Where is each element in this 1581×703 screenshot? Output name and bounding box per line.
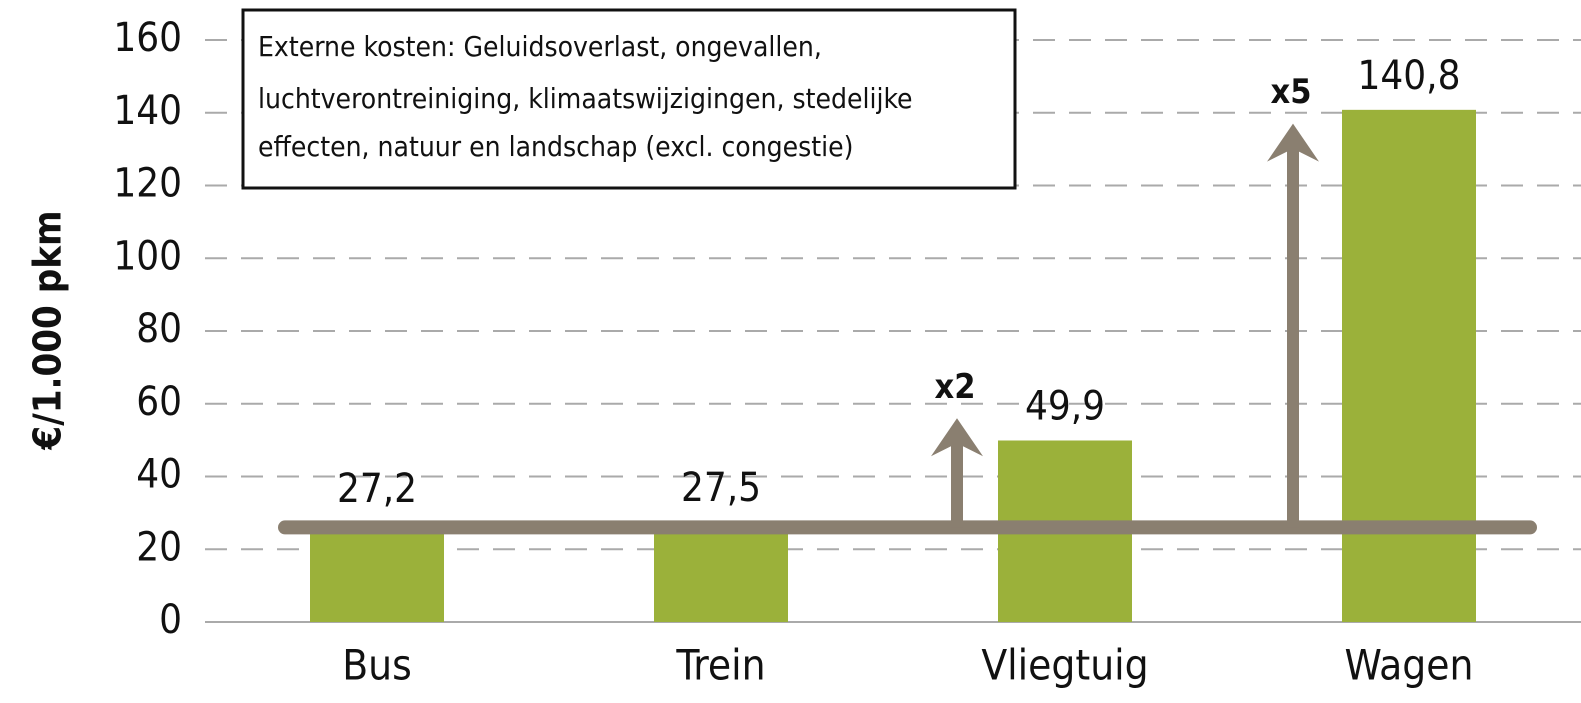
annotation-box bbox=[241, 8, 1017, 190]
y-tick-label: 120 bbox=[113, 161, 182, 207]
y-tick-label: 100 bbox=[113, 233, 182, 279]
value-label: 27,2 bbox=[337, 466, 417, 512]
y-tick-label: 0 bbox=[159, 597, 182, 643]
arrow-label: x5 bbox=[1270, 72, 1311, 112]
bar bbox=[1342, 109, 1476, 623]
y-tick-label: 40 bbox=[136, 452, 182, 498]
annotation-line: Externe kosten: Geluidsoverlast, ongeval… bbox=[258, 30, 822, 63]
value-label: 49,9 bbox=[1025, 383, 1105, 429]
x-tick-label: Vliegtuig bbox=[981, 641, 1148, 690]
bar bbox=[310, 523, 444, 622]
arrow bbox=[1267, 123, 1319, 528]
arrow bbox=[931, 418, 983, 528]
arrow-label: x2 bbox=[934, 367, 975, 407]
x-tick-label: Wagen bbox=[1344, 641, 1473, 690]
x-tick-label: Bus bbox=[342, 641, 412, 690]
x-tick-label: Trein bbox=[675, 641, 765, 690]
y-tick-label: 60 bbox=[136, 379, 182, 425]
y-tick-label: 140 bbox=[113, 88, 182, 134]
annotation-line: effecten, natuur en landschap (excl. con… bbox=[258, 130, 854, 163]
y-tick-label: 80 bbox=[136, 306, 182, 352]
annotation-line: luchtverontreiniging, klimaatswijziginge… bbox=[258, 82, 913, 115]
value-label: 140,8 bbox=[1358, 53, 1461, 99]
value-label: 27,5 bbox=[681, 465, 761, 511]
bar bbox=[654, 521, 788, 622]
y-tick-label: 20 bbox=[136, 524, 182, 570]
y-tick-label: 160 bbox=[113, 15, 182, 61]
y-axis-label: €/1.000 pkm bbox=[26, 210, 70, 450]
